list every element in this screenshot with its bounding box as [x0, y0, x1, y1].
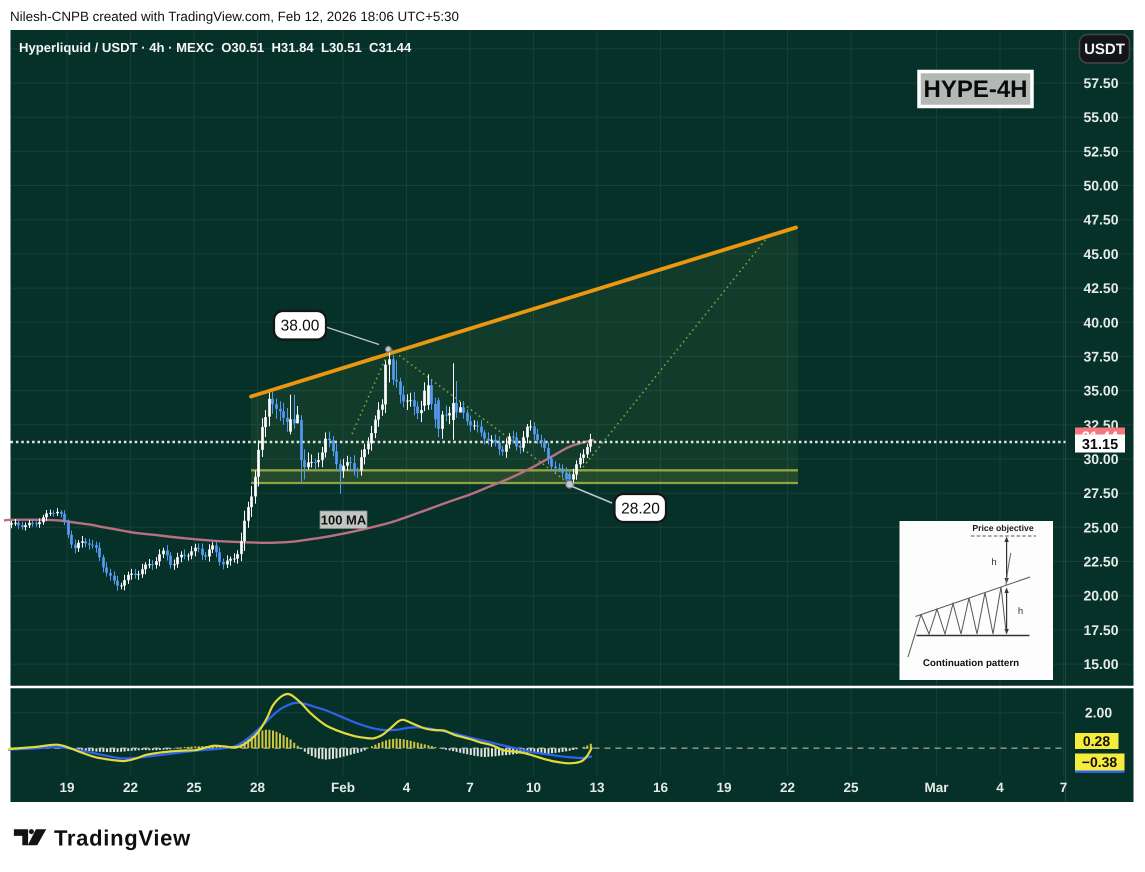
svg-text:17.50: 17.50: [1083, 622, 1118, 638]
svg-text:22: 22: [123, 780, 138, 795]
svg-text:37.50: 37.50: [1083, 348, 1118, 364]
svg-text:h: h: [991, 557, 996, 568]
svg-text:USDT: USDT: [1084, 41, 1125, 58]
svg-text:35.00: 35.00: [1083, 383, 1118, 399]
svg-text:50.00: 50.00: [1083, 178, 1118, 194]
svg-text:Feb: Feb: [331, 780, 355, 795]
svg-text:19: 19: [716, 780, 731, 795]
svg-text:55.00: 55.00: [1083, 109, 1118, 125]
svg-text:22: 22: [780, 780, 795, 795]
svg-text:22.50: 22.50: [1083, 554, 1118, 570]
svg-text:−0.38: −0.38: [1082, 754, 1118, 770]
svg-text:4: 4: [996, 780, 1004, 795]
svg-text:13: 13: [589, 780, 605, 795]
svg-text:Mar: Mar: [924, 780, 949, 795]
svg-text:Price objective: Price objective: [972, 523, 1033, 533]
svg-text:0.28: 0.28: [1083, 733, 1110, 749]
svg-text:Nilesh-CNPB created with Tradi: Nilesh-CNPB created with TradingView.com…: [10, 9, 459, 24]
svg-text:4: 4: [403, 780, 411, 795]
svg-text:45.00: 45.00: [1083, 246, 1118, 262]
svg-text:Continuation pattern: Continuation pattern: [923, 658, 1019, 669]
svg-text:52.50: 52.50: [1083, 143, 1118, 159]
svg-text:2.00: 2.00: [1085, 705, 1112, 721]
svg-text:31.15: 31.15: [1082, 437, 1118, 453]
svg-text:42.50: 42.50: [1083, 280, 1118, 296]
svg-text:28.20: 28.20: [621, 501, 660, 518]
svg-text:30.00: 30.00: [1083, 451, 1118, 467]
svg-text:38.00: 38.00: [281, 318, 320, 335]
svg-text:HYPE-4H: HYPE-4H: [923, 76, 1027, 103]
svg-text:19: 19: [59, 780, 74, 795]
svg-text:57.50: 57.50: [1083, 75, 1118, 91]
svg-text:h: h: [1018, 606, 1023, 617]
svg-text:16: 16: [653, 780, 669, 795]
svg-text:10: 10: [526, 780, 541, 795]
svg-text:47.50: 47.50: [1083, 212, 1118, 228]
svg-text:7: 7: [1060, 780, 1068, 795]
svg-text:7: 7: [466, 780, 474, 795]
svg-text:25.00: 25.00: [1083, 519, 1118, 535]
svg-text:15.00: 15.00: [1083, 656, 1118, 672]
svg-text:20.00: 20.00: [1083, 588, 1118, 604]
svg-text:Hyperliquid / USDT · 4h · MEXC: Hyperliquid / USDT · 4h · MEXC O30.51 H3…: [19, 40, 412, 55]
svg-text:27.50: 27.50: [1083, 485, 1118, 501]
svg-text:40.00: 40.00: [1083, 314, 1118, 330]
svg-text:100 MA: 100 MA: [321, 513, 367, 528]
svg-text:25: 25: [843, 780, 859, 795]
svg-text:TradingView: TradingView: [54, 826, 191, 851]
svg-text:28: 28: [250, 780, 266, 795]
svg-text:25: 25: [186, 780, 202, 795]
